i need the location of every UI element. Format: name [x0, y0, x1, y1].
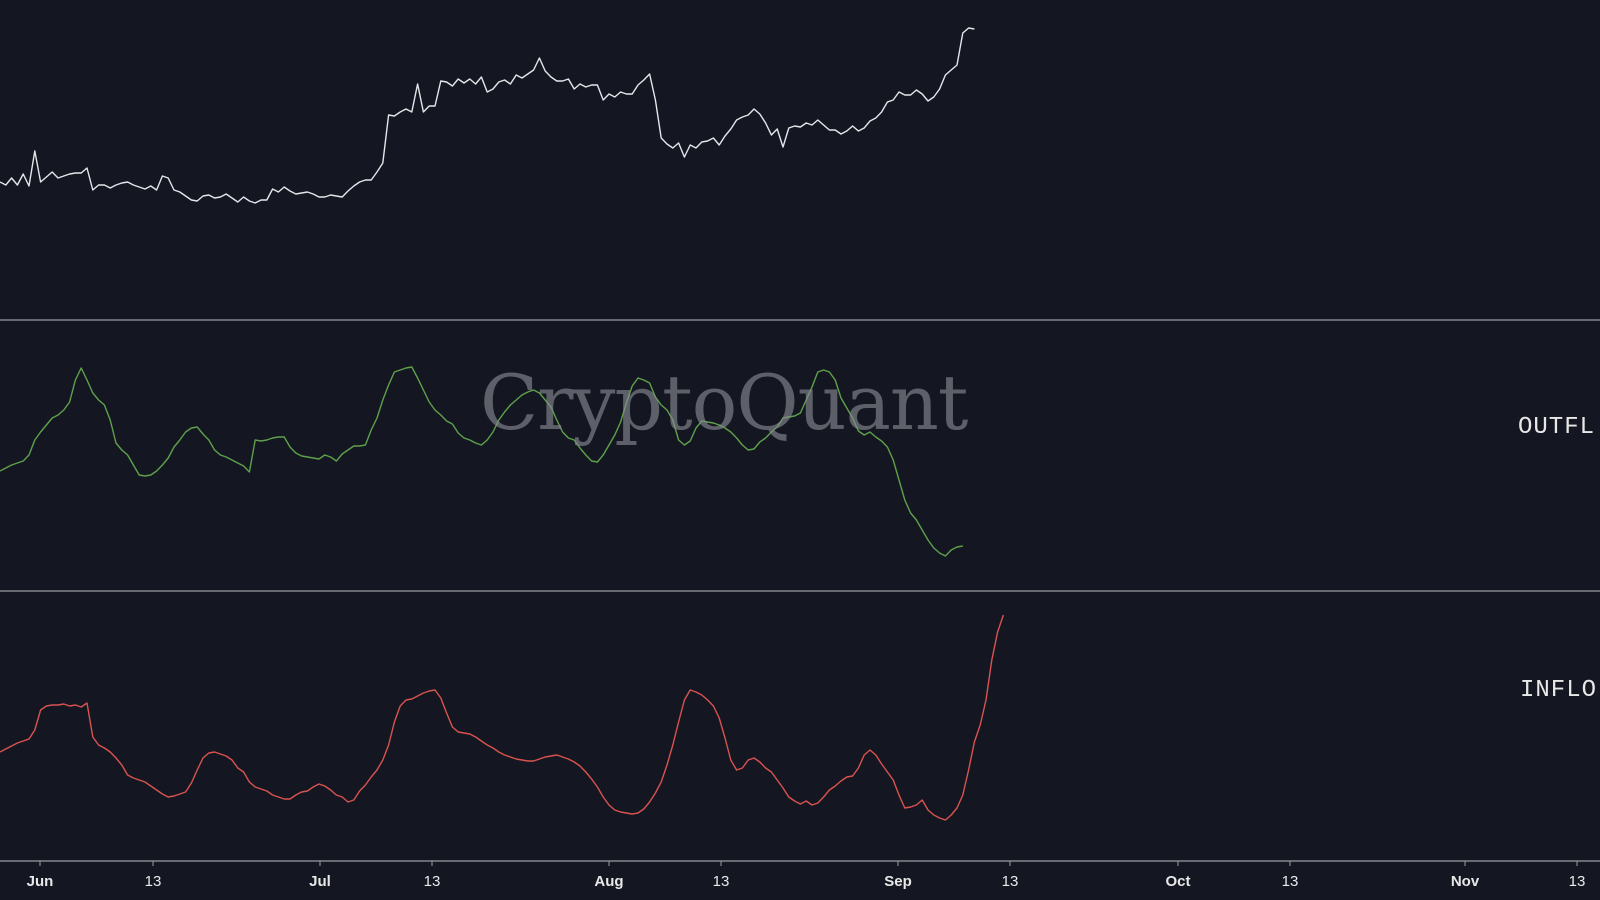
x-tick-label: Jun — [27, 873, 54, 890]
x-tick-label: Jul — [309, 873, 331, 890]
inflow-series-label: INFLO — [1520, 677, 1598, 704]
x-tick-label: 13 — [145, 873, 162, 890]
x-axis: Jun 13 Jul 13 Aug 13 Sep 13 Oct 13 Nov 13 — [27, 861, 1586, 890]
x-tick-label: 13 — [713, 873, 730, 890]
x-tick-label: 13 — [1002, 873, 1019, 890]
series-lines — [0, 27, 1005, 821]
price-series-line — [0, 27, 975, 204]
x-tick-label: 13 — [1569, 873, 1586, 890]
x-tick-label: Aug — [594, 873, 623, 890]
outflow-series-line — [0, 366, 963, 557]
x-tick-label: Sep — [884, 873, 912, 890]
x-tick-label: Nov — [1451, 873, 1480, 890]
panel-dividers — [0, 319, 1600, 862]
x-tick-label: 13 — [1282, 873, 1299, 890]
x-tick-label: 13 — [424, 873, 441, 890]
x-tick-label: Oct — [1165, 873, 1190, 890]
outflow-series-label: OUTFL — [1518, 414, 1596, 441]
watermark-logo: CryptoQuant — [480, 358, 968, 447]
inflow-series-line — [0, 614, 1005, 821]
